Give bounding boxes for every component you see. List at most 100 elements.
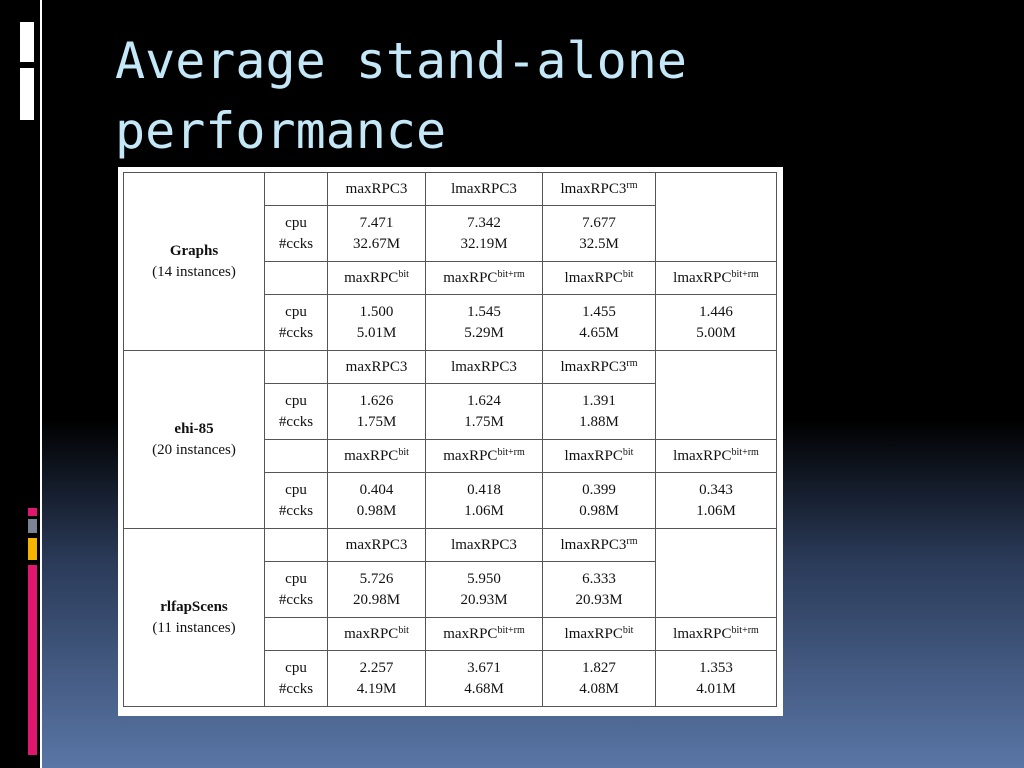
header-text: lmaxRPC3 — [560, 358, 627, 375]
value: 4.08M — [579, 680, 619, 697]
value: 1.75M — [464, 413, 504, 430]
deco-icon — [20, 22, 34, 62]
header-row: ehi-85 (20 instances) maxRPC3 lmaxRPC3 lmaxR… — [123, 350, 777, 529]
value: 4.68M — [464, 680, 504, 697]
value: 32.19M — [460, 235, 508, 252]
header-row: rlfapScens (11 instances) maxRPC3 lmaxRPC3 l… — [123, 528, 777, 707]
value: 1.06M — [464, 502, 504, 519]
slide-title: Average stand-alone performance — [115, 32, 687, 160]
header-sup: bit+rm — [731, 268, 759, 280]
value-cell: 7.342 32.19M — [425, 205, 543, 262]
column-header: lmaxRPCbit — [542, 617, 656, 651]
metric-label: #ccks — [278, 680, 314, 697]
metric-labels: cpu #ccks — [264, 561, 328, 618]
empty-cell — [655, 172, 777, 262]
value-cell: 1.545 5.29M — [425, 294, 543, 351]
value: 5.726 — [359, 570, 394, 587]
header-sup: bit+rm — [497, 624, 525, 636]
value: 1.626 — [359, 392, 394, 409]
group-cell: rlfapScens (11 instances) — [123, 528, 265, 707]
metric-labels: cpu #ccks — [264, 294, 328, 351]
header-text: lmaxRPC3 — [560, 180, 627, 197]
value: 20.93M — [460, 591, 508, 608]
value-cell: 6.333 20.93M — [542, 561, 656, 618]
value-cell: 1.353 4.01M — [655, 650, 777, 707]
column-header: lmaxRPCbit+rm — [655, 617, 777, 651]
header-text: lmaxRPC — [564, 269, 623, 286]
header-sup: bit+rm — [731, 624, 759, 636]
value: 4.19M — [356, 680, 397, 697]
header-text: maxRPC — [443, 447, 498, 464]
header-text: lmaxRPC — [564, 447, 623, 464]
value-cell: 0.418 1.06M — [425, 472, 543, 529]
deco-square — [28, 519, 37, 533]
metric-label: #ccks — [278, 235, 314, 252]
value: 1.06M — [696, 502, 736, 519]
value: 0.404 — [359, 481, 394, 498]
column-header: lmaxRPC3 — [425, 350, 543, 384]
value: 5.950 — [467, 570, 501, 587]
value: 0.343 — [699, 481, 733, 498]
value-cell: 5.726 20.98M — [327, 561, 426, 618]
header-text: maxRPC3 — [345, 536, 408, 553]
value-cell: 0.404 0.98M — [327, 472, 426, 529]
value-cell: 1.446 5.00M — [655, 294, 777, 351]
column-header: lmaxRPC3 — [425, 528, 543, 562]
header-sup: bit+rm — [731, 446, 759, 458]
value: 0.399 — [582, 481, 616, 498]
value: 1.624 — [467, 392, 501, 409]
deco-bar — [28, 565, 37, 755]
group-cell: Graphs (14 instances) — [123, 172, 265, 351]
column-header: maxRPCbit+rm — [425, 261, 543, 295]
column-header: maxRPC3 — [327, 350, 426, 384]
group-instances: (20 instances) — [152, 441, 236, 458]
header-row: maxRPCbit maxRPCbit+rm lmaxRPCbit lmaxRPCbi… — [124, 439, 777, 473]
value: 1.500 — [359, 303, 394, 320]
value: 1.353 — [699, 659, 733, 676]
header-text: lmaxRPC3 — [560, 536, 627, 553]
header-text: lmaxRPC — [564, 625, 623, 642]
header-sup: bit+rm — [497, 268, 525, 280]
value: 20.93M — [575, 591, 623, 608]
metric-label: #ccks — [278, 591, 314, 608]
empty-cell — [655, 350, 777, 440]
column-header: lmaxRPC3rm — [542, 172, 656, 206]
value: 0.418 — [467, 481, 501, 498]
value-cell: 1.626 1.75M — [327, 383, 426, 440]
header-sup: rm — [626, 535, 638, 547]
left-line — [40, 0, 42, 768]
header-sup: bit — [398, 624, 409, 636]
header-text: lmaxRPC3 — [451, 358, 517, 375]
empty-cell — [264, 350, 328, 384]
empty-cell — [264, 172, 328, 206]
deco-square — [28, 508, 37, 516]
column-header: lmaxRPCbit — [542, 439, 656, 473]
header-text: maxRPC — [344, 447, 399, 464]
column-header: maxRPC3 — [327, 172, 426, 206]
metric-label: cpu — [285, 659, 307, 676]
data-row: cpu #ccks 2.257 4.19M 3.671 4.68M 1.827 4.08M 1.… — [124, 650, 777, 707]
header-sup: rm — [626, 357, 638, 369]
header-text: maxRPC3 — [345, 358, 408, 375]
value-cell: 1.500 5.01M — [327, 294, 426, 351]
header-row: maxRPCbit maxRPCbit+rm lmaxRPCbit lmaxRPCbi… — [124, 617, 777, 651]
value: 2.257 — [359, 659, 394, 676]
header-text: maxRPC — [443, 269, 498, 286]
group-instances: (14 instances) — [152, 263, 236, 280]
value: 7.342 — [467, 214, 501, 231]
column-header: maxRPCbit — [327, 617, 426, 651]
empty-cell — [264, 261, 328, 295]
metric-label: #ccks — [278, 324, 314, 341]
metric-labels: cpu #ccks — [264, 383, 328, 440]
column-header: maxRPCbit — [327, 261, 426, 295]
value: 20.98M — [352, 591, 401, 608]
header-sup: bit — [622, 446, 634, 458]
header-text: lmaxRPC — [673, 269, 732, 286]
value-cell: 1.455 4.65M — [542, 294, 656, 351]
header-row: Graphs (14 instances) maxRPC3 lmaxRPC3 lmaxR… — [123, 172, 777, 351]
results-table: Graphs (14 instances) maxRPC3 lmaxRPC3 lmaxR… — [123, 172, 777, 707]
group-name: Graphs — [169, 242, 219, 259]
header-text: maxRPC3 — [345, 180, 408, 197]
deco-square — [28, 538, 37, 560]
